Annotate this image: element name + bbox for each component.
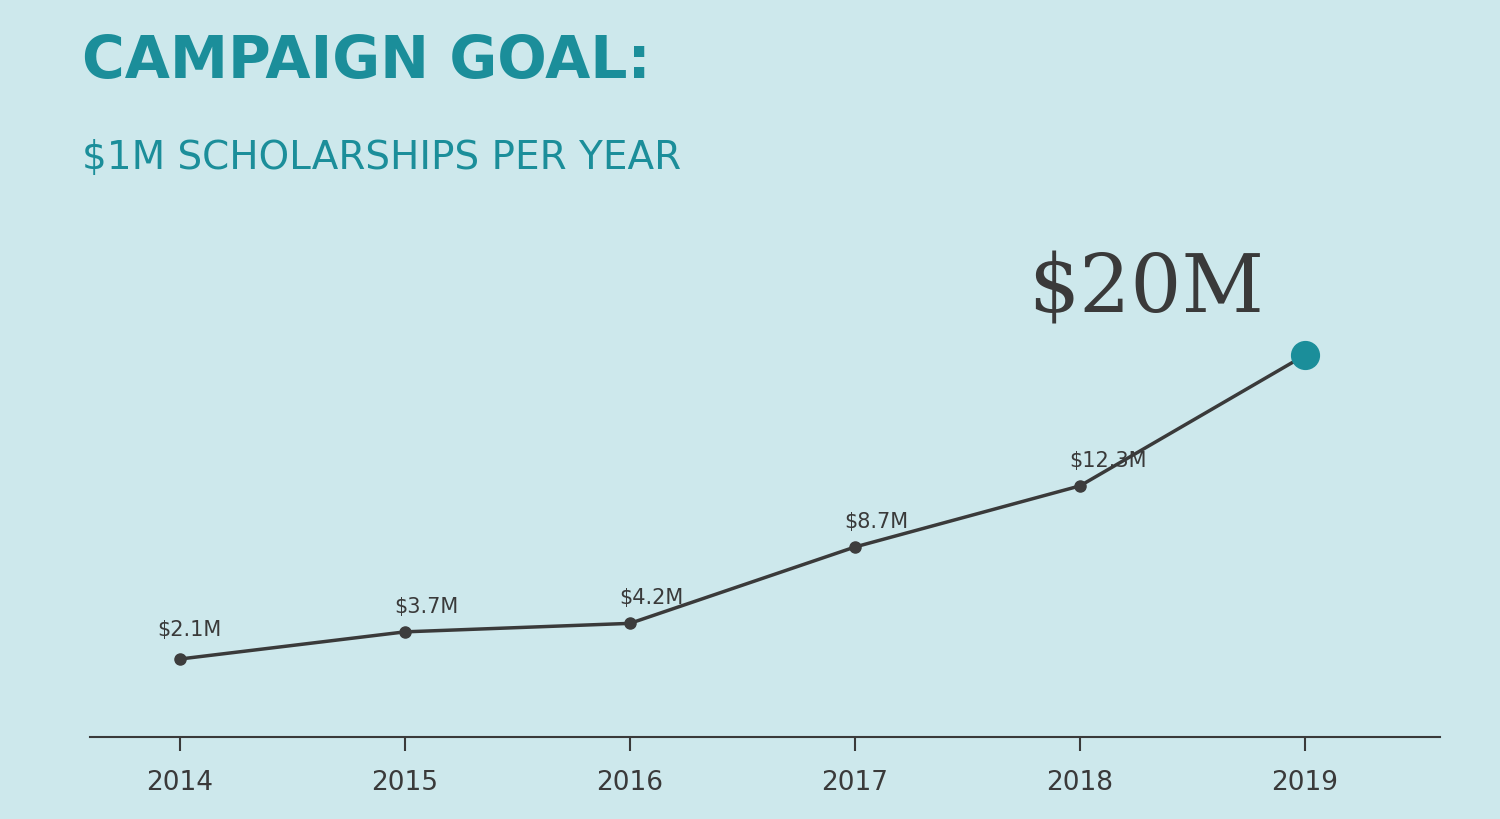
Text: $8.7M: $8.7M — [844, 512, 908, 532]
Text: $20M: $20M — [1029, 251, 1264, 330]
Text: $12.3M: $12.3M — [1070, 450, 1146, 471]
Text: $1M SCHOLARSHIPS PER YEAR: $1M SCHOLARSHIPS PER YEAR — [82, 139, 681, 177]
Text: CAMPAIGN GOAL:: CAMPAIGN GOAL: — [82, 33, 651, 90]
Text: $4.2M: $4.2M — [620, 588, 682, 608]
Text: $2.1M: $2.1M — [158, 620, 222, 640]
Text: $3.7M: $3.7M — [394, 596, 458, 617]
